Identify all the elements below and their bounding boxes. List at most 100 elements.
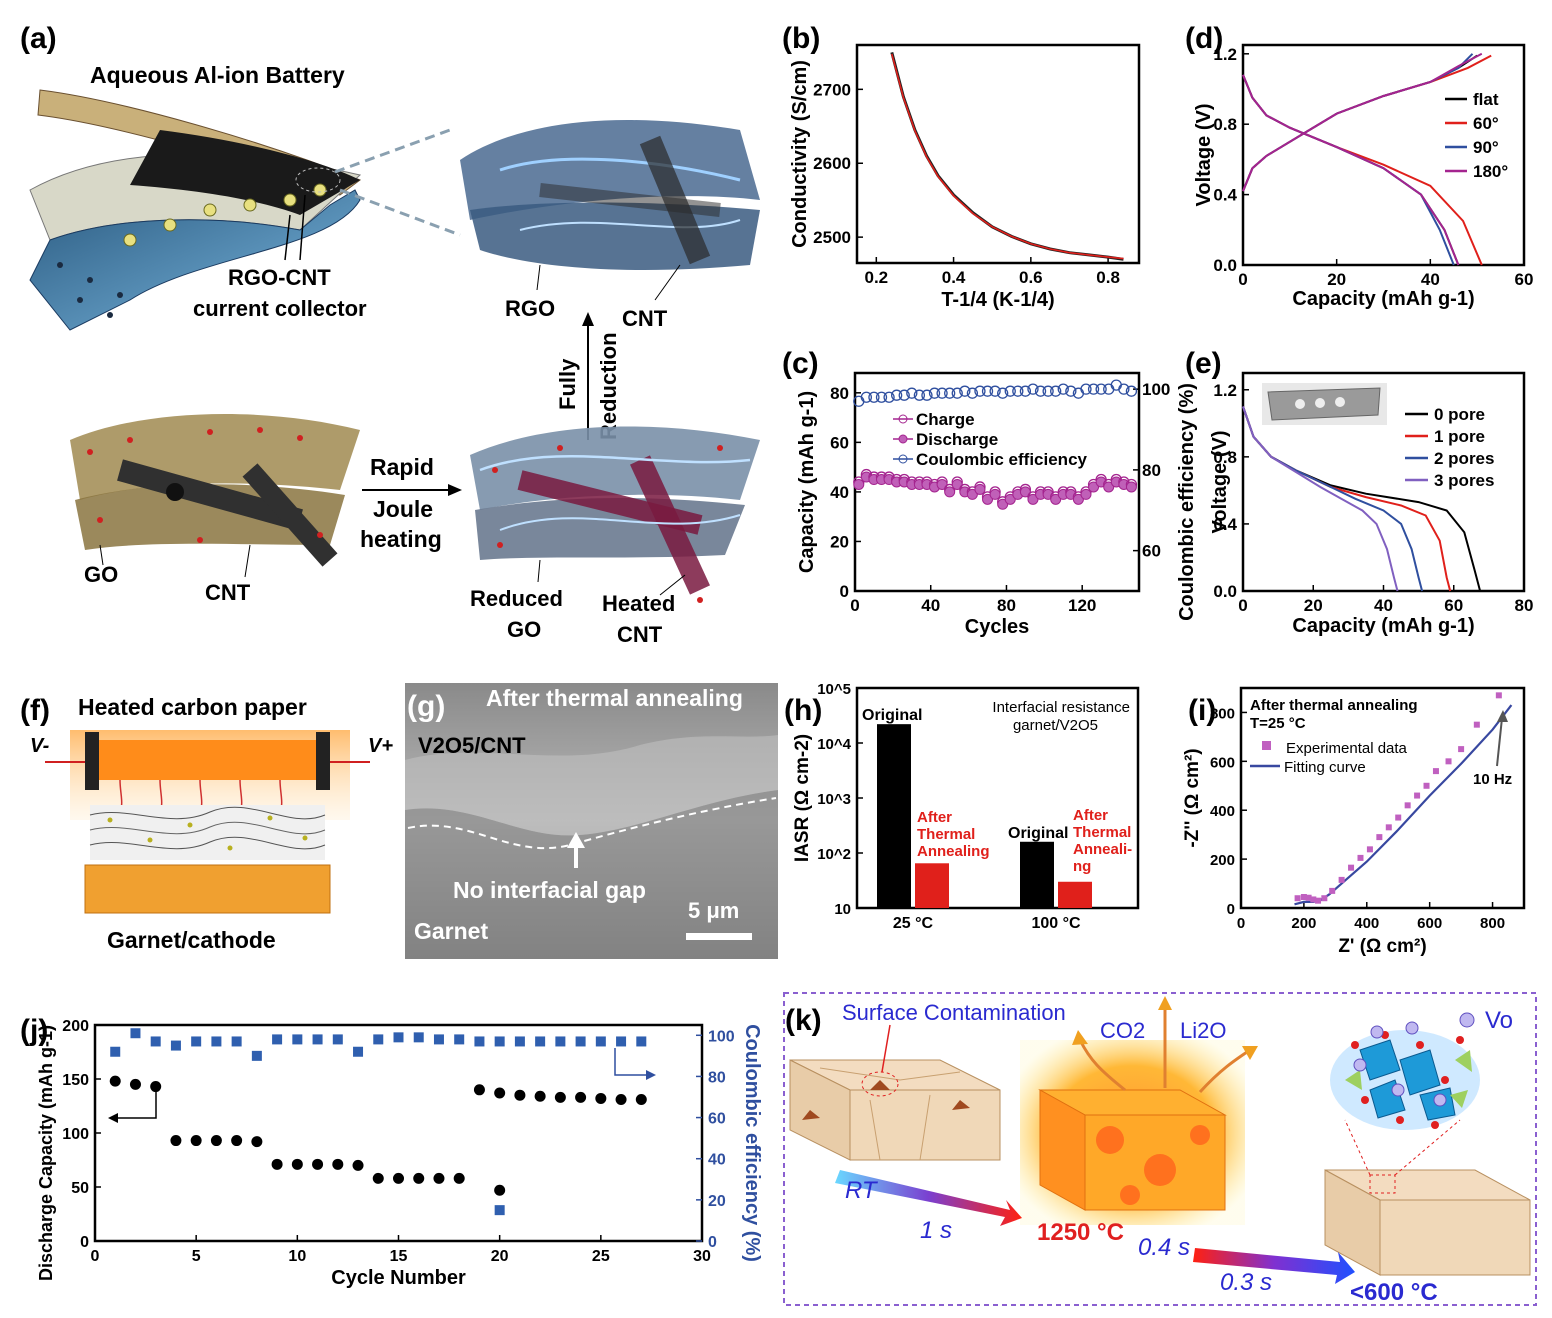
x-tick-label: 0.2 xyxy=(864,268,888,287)
x-tick-label: 20 xyxy=(491,1248,509,1265)
y-tick-label: 0.4 xyxy=(1213,515,1237,534)
cnt-mesh xyxy=(89,805,326,860)
efficiency-point xyxy=(251,1050,262,1061)
efficiency-point xyxy=(595,1036,606,1047)
time-04s: 0.4 s xyxy=(1138,1234,1190,1261)
panel-a-letter: (a) xyxy=(20,22,57,55)
discharge-point xyxy=(997,498,1009,510)
efficiency-point xyxy=(211,1036,222,1047)
efficiency-point xyxy=(1110,379,1122,391)
capacity-point xyxy=(271,1158,283,1170)
efficiency-point xyxy=(1019,385,1032,397)
discharge-point xyxy=(944,486,956,498)
chart-b: 0.2 0.4 0.6 0.8 2500 2600 2700 T-1/4 (K-1/4) Con… xyxy=(789,43,1141,311)
panel-j-letter: (j) xyxy=(20,1014,48,1047)
x-tick-label: 0.8 xyxy=(1096,268,1120,287)
annotation-arrowhead xyxy=(1497,710,1508,722)
capacity-point xyxy=(635,1094,647,1106)
legend-label: Experimental data xyxy=(1286,740,1408,757)
x-tick-label: 40 xyxy=(1421,270,1440,289)
efficiency-point xyxy=(1087,383,1100,395)
y2-tick-label: 100 xyxy=(708,1028,735,1045)
capacity-point xyxy=(291,1158,303,1170)
experimental-point xyxy=(1357,854,1364,861)
capacity-point xyxy=(473,1084,485,1096)
capacity-point xyxy=(190,1135,202,1147)
bar-annealed xyxy=(915,863,949,908)
time-03s: 0.3 s xyxy=(1220,1269,1272,1296)
x-tick-label: 0 xyxy=(850,596,859,615)
efficiency-axis-pointer xyxy=(614,1048,650,1076)
y-tick-label: 40 xyxy=(830,483,849,502)
y-tick-label: 10 xyxy=(834,901,851,918)
discharge-line-1 xyxy=(1242,406,1452,592)
capacity-axis-arrowhead xyxy=(108,1113,118,1123)
y2-tick-label: 100 xyxy=(1142,380,1170,399)
category-label: 25 °C xyxy=(893,915,934,932)
efficiency-axis-arrowhead xyxy=(646,1070,656,1080)
capacity-point xyxy=(453,1172,465,1184)
capacity-point xyxy=(312,1158,324,1170)
v-plus-label: V+ xyxy=(368,735,393,757)
experimental-point xyxy=(1404,802,1411,809)
y2-axis-label: Coulombic efficiency (%) xyxy=(1176,383,1198,621)
x-tick-label: 40 xyxy=(1374,596,1393,615)
y-tick-label: 400 xyxy=(1210,803,1235,820)
efficiency-point xyxy=(494,1036,505,1047)
y-tick-label: 60 xyxy=(830,433,849,452)
garnet-layer xyxy=(84,864,331,914)
fitting-curve xyxy=(1294,704,1513,906)
capacity-point xyxy=(129,1078,141,1090)
y-tick-label: 20 xyxy=(830,532,849,551)
after-annealing-label-2: After xyxy=(1073,807,1108,824)
y-tick-label: 200 xyxy=(1210,852,1235,869)
x-tick-label: 0 xyxy=(91,1248,100,1265)
legend-swatch-marker xyxy=(898,434,908,444)
chart-i: 0 200 400 600 800 0 200 400 600 800 After thermal … xyxy=(1182,686,1526,957)
x-tick-label: 10 xyxy=(288,1248,306,1265)
capacity-point xyxy=(332,1158,344,1170)
y-tick-label: 0 xyxy=(80,1234,89,1251)
carbon-paper xyxy=(95,740,320,780)
y-tick-label: 0.8 xyxy=(1213,448,1237,467)
efficiency-point xyxy=(891,389,903,401)
capacity-point xyxy=(433,1172,445,1184)
discharge-point xyxy=(1080,488,1092,500)
efficiency-point xyxy=(575,1036,586,1047)
y-tick-label: 0.0 xyxy=(1213,256,1237,275)
plot-frame xyxy=(1239,686,1526,910)
x-tick-label: 30 xyxy=(693,1248,711,1265)
legend-label: Charge xyxy=(916,410,975,429)
legend-label: 180° xyxy=(1473,162,1508,181)
temp-low: <600 °C xyxy=(1350,1279,1438,1306)
efficiency-point xyxy=(636,1036,647,1047)
capacity-point xyxy=(514,1089,526,1101)
efficiency-point xyxy=(1125,385,1138,397)
experimental-point xyxy=(1294,895,1301,902)
legend-label: Coulombic efficiency xyxy=(916,450,1088,469)
discharge-point xyxy=(1125,481,1137,493)
x-axis-label: Capacity (mAh g-1) xyxy=(1292,288,1474,310)
capacity-point xyxy=(109,1075,121,1087)
x-tick-label: 120 xyxy=(1068,596,1096,615)
y2-tick-label: 60 xyxy=(1142,542,1161,561)
experimental-point xyxy=(1321,895,1328,902)
time-1s: 1 s xyxy=(920,1217,952,1244)
efficiency-point xyxy=(130,1028,141,1039)
electrode-photo xyxy=(1262,383,1387,425)
discharge-point xyxy=(966,488,978,500)
panel-d-letter: (d) xyxy=(1185,22,1223,55)
y-tick-label: 10^2 xyxy=(817,846,851,863)
legend-label: 60° xyxy=(1473,114,1499,133)
experimental-point xyxy=(1376,834,1383,841)
efficiency-point xyxy=(944,387,956,399)
discharge-line-2 xyxy=(1242,74,1455,266)
efficiency-point xyxy=(898,389,910,401)
efficiency-point xyxy=(928,387,941,399)
capacity-point xyxy=(372,1172,384,1184)
rgo-label: RGO xyxy=(505,296,555,321)
efficiency-point xyxy=(1118,383,1130,395)
experimental-point xyxy=(1329,887,1336,894)
rapid-label: Rapid xyxy=(370,454,434,480)
annotation-arrow xyxy=(1496,717,1503,767)
